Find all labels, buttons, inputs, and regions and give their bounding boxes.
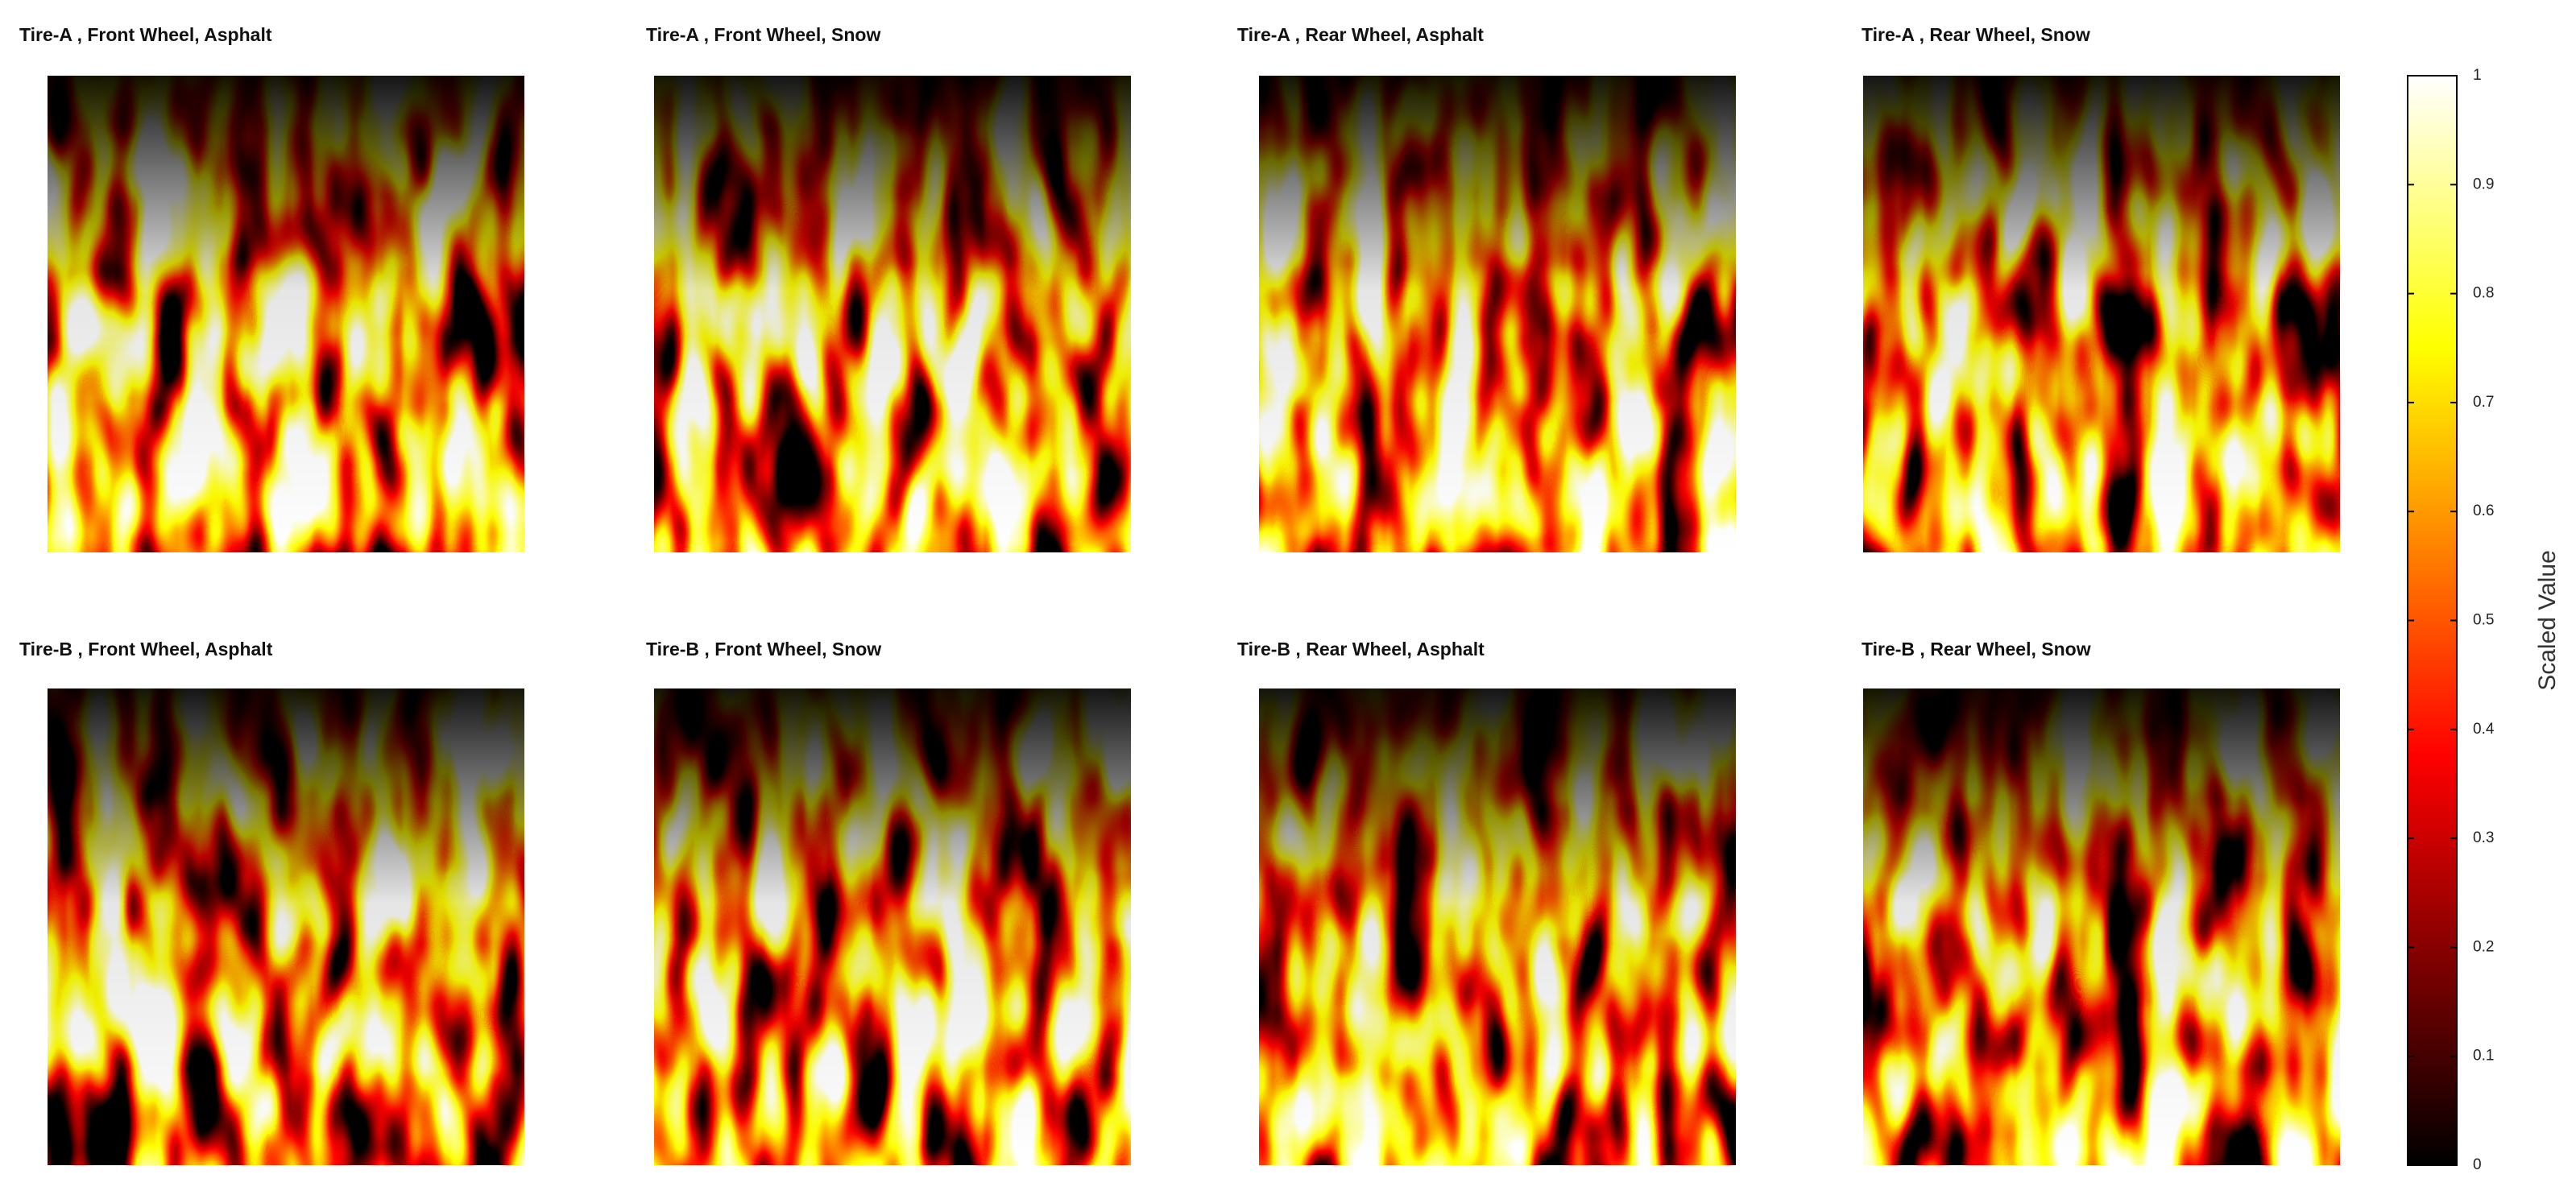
colorbar-tick-label: 0.8 (2473, 285, 2494, 302)
panel-title: Tire-B , Rear Wheel, Asphalt (1237, 639, 1485, 660)
scalogram (1863, 688, 2340, 1165)
colorbar-tick-label: 0 (2473, 1156, 2482, 1173)
colorbar-tick-label: 0.2 (2473, 938, 2494, 955)
scalogram (48, 76, 524, 552)
scalogram-shade (1259, 76, 1736, 552)
scalogram (48, 688, 524, 1165)
panel-title: Tire-A , Front Wheel, Asphalt (19, 24, 272, 45)
colorbar-tick-label: 0.7 (2473, 394, 2494, 411)
colorbar-tick-label: 0.3 (2473, 829, 2494, 846)
colorbar-tick-label: 0.5 (2473, 612, 2494, 629)
colorbar (2407, 75, 2458, 1166)
scalogram-shade (654, 76, 1131, 552)
scalogram-shade (1863, 688, 2340, 1165)
scalogram-shade (654, 688, 1131, 1165)
colorbar-tick-label: 1 (2473, 67, 2482, 84)
scalogram-shade (48, 688, 524, 1165)
scalogram (1259, 76, 1736, 552)
scalogram-shade (48, 76, 524, 552)
colorbar-tick-label: 0.9 (2473, 176, 2494, 192)
panel-title: Tire-A , Rear Wheel, Snow (1862, 24, 2090, 45)
colorbar-tick-label: 0.6 (2473, 502, 2494, 519)
colorbar-tick-label: 0.1 (2473, 1048, 2494, 1065)
scalogram (654, 76, 1131, 552)
colorbar-label: Scaled Value (2534, 550, 2561, 691)
colorbar-tick-label: 0.4 (2473, 721, 2495, 738)
scalogram (654, 688, 1131, 1165)
scalogram-shade (1259, 688, 1736, 1165)
panel-title: Tire-A , Rear Wheel, Asphalt (1237, 24, 1484, 45)
panel-title: Tire-A , Front Wheel, Snow (646, 24, 880, 45)
scalogram (1259, 688, 1736, 1165)
scalogram-shade (1863, 76, 2340, 552)
panel-title: Tire-B , Front Wheel, Asphalt (19, 639, 273, 660)
scalogram (1863, 76, 2340, 552)
panel-title: Tire-B , Rear Wheel, Snow (1862, 639, 2091, 660)
panel-title: Tire-B , Front Wheel, Snow (646, 639, 881, 660)
